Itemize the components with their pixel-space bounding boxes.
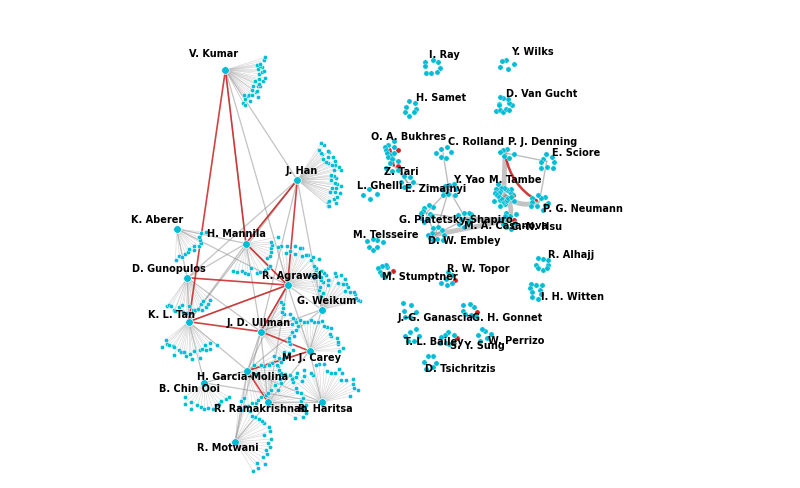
Text: S. Y. Sung: S. Y. Sung bbox=[450, 340, 506, 350]
Text: O. A. Bukhres: O. A. Bukhres bbox=[370, 132, 446, 142]
Text: R. W. Topor: R. W. Topor bbox=[447, 264, 510, 273]
Text: P. J. Denning: P. J. Denning bbox=[507, 137, 577, 146]
Text: C. Rolland: C. Rolland bbox=[448, 137, 504, 146]
Text: G. H. Gonnet: G. H. Gonnet bbox=[472, 312, 542, 322]
Text: R. Agrawal: R. Agrawal bbox=[262, 271, 322, 281]
Text: D. Tsichritzis: D. Tsichritzis bbox=[426, 363, 496, 373]
Text: E. Zimajnyi: E. Zimajnyi bbox=[405, 184, 466, 194]
Text: K. Aberer: K. Aberer bbox=[131, 215, 183, 224]
Text: T. L. Bailey: T. L. Bailey bbox=[404, 337, 463, 346]
Text: B. Chin Ooi: B. Chin Ooi bbox=[159, 383, 220, 393]
Text: G. Piatetsky-Shapiro: G. Piatetsky-Shapiro bbox=[399, 215, 513, 224]
Text: D. Gunopulos: D. Gunopulos bbox=[132, 264, 206, 273]
Text: G. Weikum: G. Weikum bbox=[297, 295, 356, 305]
Text: R. Ramakrishnan: R. Ramakrishnan bbox=[214, 404, 307, 413]
Text: R. Alhajj: R. Alhajj bbox=[548, 250, 594, 260]
Text: E. Sciore: E. Sciore bbox=[551, 148, 600, 158]
Text: R. Haritsa: R. Haritsa bbox=[298, 404, 353, 413]
Text: V. Kumar: V. Kumar bbox=[189, 49, 238, 59]
Text: W. Perrizo: W. Perrizo bbox=[488, 335, 544, 345]
Text: M. Stumptner: M. Stumptner bbox=[382, 272, 458, 282]
Text: J. Han: J. Han bbox=[285, 166, 318, 176]
Text: K. L. Tan: K. L. Tan bbox=[148, 310, 195, 320]
Text: I. H. Witten: I. H. Witten bbox=[541, 291, 604, 301]
FancyArrowPatch shape bbox=[506, 197, 537, 205]
Text: C.-N. Hsu: C.-N. Hsu bbox=[511, 222, 562, 231]
Text: L. Ghelli: L. Ghelli bbox=[357, 181, 402, 190]
Text: H. Samet: H. Samet bbox=[416, 93, 466, 102]
Text: M. Tambe: M. Tambe bbox=[489, 175, 542, 184]
Text: J. D. Ullman: J. D. Ullman bbox=[226, 317, 290, 327]
Text: R. Motwani: R. Motwani bbox=[197, 443, 258, 452]
Text: Y. Yao: Y. Yao bbox=[453, 175, 485, 184]
FancyArrowPatch shape bbox=[506, 157, 537, 201]
Text: J.-G. Ganascia: J.-G. Ganascia bbox=[398, 312, 474, 322]
Text: P. G. Neumann: P. G. Neumann bbox=[543, 203, 623, 213]
Text: Z. Tari: Z. Tari bbox=[384, 167, 418, 177]
Text: M. J. Carey: M. J. Carey bbox=[282, 352, 342, 362]
Text: M. A. Casanova: M. A. Casanova bbox=[463, 221, 547, 230]
FancyArrowPatch shape bbox=[506, 197, 511, 218]
Text: I. Ray: I. Ray bbox=[430, 50, 460, 60]
Text: Y. Wilks: Y. Wilks bbox=[511, 47, 554, 57]
Text: D. W. Embley: D. W. Embley bbox=[428, 236, 500, 246]
Text: H. Mannila: H. Mannila bbox=[206, 228, 266, 238]
Text: H. Garcia-Molina: H. Garcia-Molina bbox=[197, 372, 288, 382]
Text: M. Telsseire: M. Telsseire bbox=[353, 229, 418, 239]
Text: D. Van Gucht: D. Van Gucht bbox=[506, 89, 578, 99]
